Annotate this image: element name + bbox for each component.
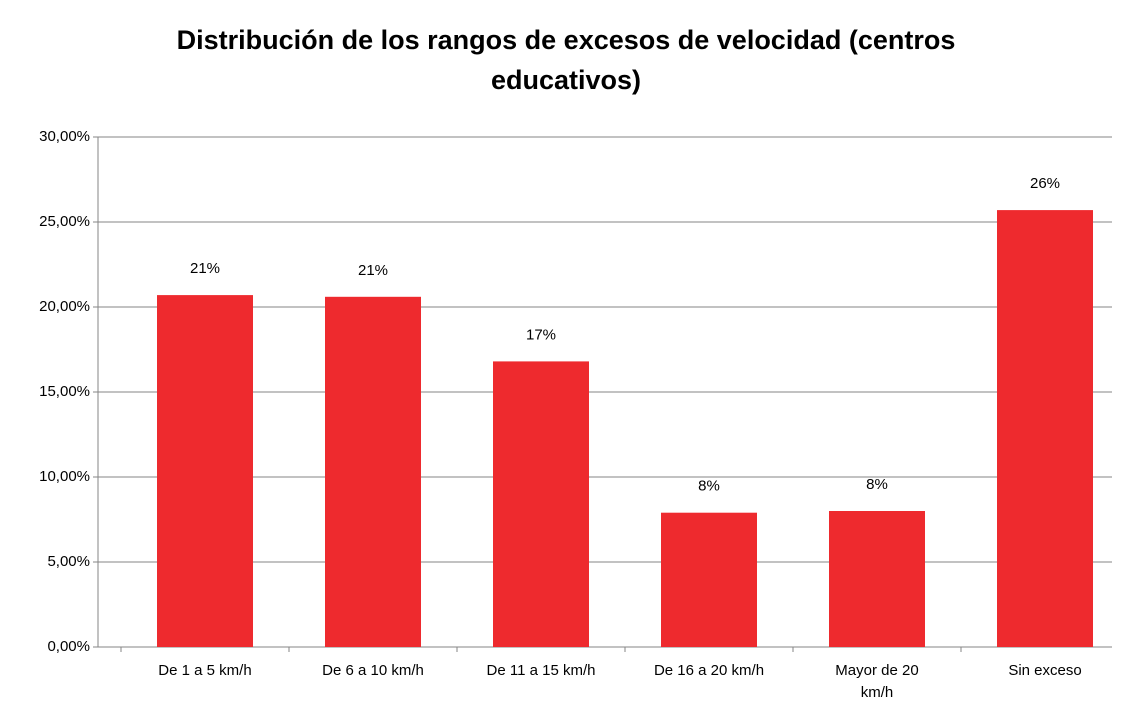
- bar: [157, 295, 253, 647]
- bar: [325, 296, 421, 647]
- x-tick-label: De 6 a 10 km/h: [322, 662, 424, 679]
- y-tick-label: 5,00%: [47, 553, 90, 570]
- bar: [829, 511, 925, 647]
- y-tick-label: 30,00%: [39, 128, 90, 145]
- x-tick-label: De 16 a 20 km/h: [653, 662, 765, 679]
- data-label: 21%: [190, 260, 220, 277]
- bar: [493, 361, 589, 647]
- data-label: 8%: [698, 478, 720, 495]
- y-tick-label: 15,00%: [39, 383, 90, 400]
- x-tick-label: Sin exceso: [1008, 662, 1082, 679]
- x-tick-label: De 11 a 15 km/h: [486, 662, 596, 679]
- data-label: 21%: [358, 262, 388, 279]
- data-label: 8%: [866, 476, 888, 493]
- data-label: 17%: [526, 326, 556, 343]
- data-label: 26%: [1030, 175, 1060, 192]
- y-tick-label: 10,00%: [39, 468, 90, 485]
- y-tick-label: 0,00%: [47, 638, 90, 655]
- bar: [661, 512, 757, 647]
- bar: [997, 210, 1093, 647]
- y-tick-label: 25,00%: [39, 213, 90, 230]
- x-tick-label: Mayor de 20 km/h: [835, 662, 919, 701]
- chart-title: Distribución de los rangos de excesos de…: [176, 25, 956, 95]
- x-tick-label: De 1 a 5 km/h: [158, 662, 252, 679]
- y-tick-label: 20,00%: [39, 298, 90, 315]
